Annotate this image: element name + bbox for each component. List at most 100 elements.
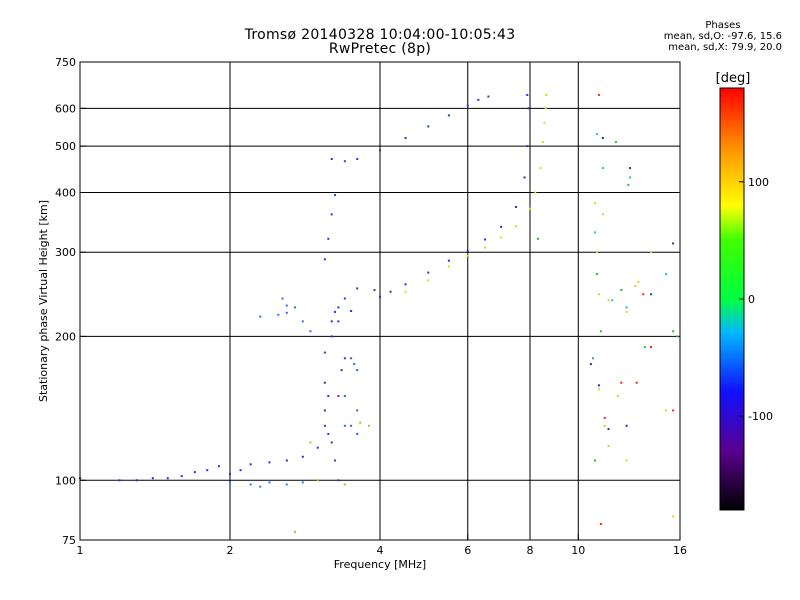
data-point <box>316 446 319 449</box>
data-point <box>593 459 596 462</box>
data-point <box>543 121 546 124</box>
data-point <box>534 191 537 194</box>
data-point <box>642 293 645 296</box>
data-point <box>301 481 304 484</box>
data-point <box>539 167 542 170</box>
data-point <box>356 432 359 435</box>
data-point <box>356 369 359 372</box>
data-point <box>166 477 169 480</box>
data-point <box>379 295 381 298</box>
phases-summary: Phases mean, sd,O: -97.6, 15.6 mean, sd,… <box>664 20 782 53</box>
data-point <box>350 357 353 360</box>
data-point <box>373 289 376 292</box>
data-point <box>334 310 337 313</box>
data-point <box>356 409 359 412</box>
colorbar-unit: [deg] <box>716 71 751 86</box>
data-point <box>427 279 430 282</box>
data-point <box>330 158 333 161</box>
data-point <box>526 145 529 148</box>
y-axis-label: Stationary phase Virtual Height [km] <box>37 200 50 402</box>
data-point <box>301 320 304 323</box>
data-point <box>316 479 319 482</box>
data-point <box>542 141 545 144</box>
data-point <box>330 441 333 444</box>
data-point <box>466 254 469 257</box>
data-point <box>277 313 280 316</box>
data-point <box>597 93 600 96</box>
data-point <box>404 137 407 140</box>
data-point <box>217 465 220 468</box>
data-point <box>337 395 340 398</box>
data-point <box>536 237 539 240</box>
data-point <box>603 424 606 427</box>
data-point <box>672 409 675 412</box>
data-point <box>515 206 518 209</box>
data-point <box>334 194 337 197</box>
axis-ticks: 1 2 4 6 8 10 16 75 100 200 300 400 500 600 750 <box>55 56 687 557</box>
phases-heading: Phases <box>705 20 741 31</box>
data-point <box>327 395 330 398</box>
grid-lines <box>80 62 680 540</box>
data-point <box>151 477 154 480</box>
data-point <box>515 225 518 228</box>
data-point <box>672 242 675 245</box>
x-tick-label: 6 <box>464 544 471 557</box>
data-point <box>249 483 252 486</box>
data-point <box>350 310 353 313</box>
data-point <box>676 335 679 338</box>
data-point <box>285 311 288 314</box>
data-point <box>603 416 606 419</box>
data-point <box>487 95 490 98</box>
data-point <box>301 455 304 458</box>
data-points <box>79 93 679 533</box>
data-point <box>607 428 610 431</box>
y-tick-label: 500 <box>55 140 76 153</box>
data-point <box>672 330 675 333</box>
data-point <box>379 149 381 152</box>
data-point <box>259 485 262 488</box>
data-point <box>323 258 326 261</box>
data-point <box>611 299 614 302</box>
x-axis-label: Frequency [MHz] <box>334 558 426 571</box>
data-point <box>637 280 640 283</box>
data-point <box>206 469 209 472</box>
y-tick-label: 100 <box>55 474 76 487</box>
data-point <box>343 424 346 427</box>
data-point <box>597 384 600 387</box>
data-point <box>500 236 503 239</box>
data-point <box>356 287 359 290</box>
data-point <box>529 207 531 210</box>
data-point <box>601 167 604 170</box>
data-point <box>427 125 430 128</box>
data-point <box>650 293 653 296</box>
y-tick-label: 750 <box>55 56 76 69</box>
data-point <box>500 225 503 228</box>
colorbar-tick-label: 0 <box>748 293 755 306</box>
chart-title: Tromsø 20140328 10:04:00-10:05:43 <box>244 27 516 43</box>
data-point <box>309 330 312 333</box>
data-point <box>323 351 326 354</box>
data-point <box>625 459 628 462</box>
data-point <box>343 395 346 398</box>
data-point <box>268 481 271 484</box>
data-point <box>343 357 346 360</box>
data-point <box>293 530 296 533</box>
y-tick-label: 300 <box>55 246 76 259</box>
x-tick-label: 8 <box>527 544 534 557</box>
data-point <box>614 141 617 144</box>
data-point <box>337 306 340 309</box>
colorbar-tick-label: 100 <box>748 176 769 189</box>
data-point <box>343 297 346 300</box>
x-tick-label: 4 <box>377 544 384 557</box>
data-point <box>597 388 600 391</box>
data-point <box>239 469 242 472</box>
data-point <box>268 461 271 464</box>
data-point <box>334 459 337 462</box>
data-point <box>589 363 592 366</box>
data-point <box>625 424 628 427</box>
data-point <box>193 471 196 474</box>
data-point <box>343 483 346 486</box>
data-point <box>285 304 288 307</box>
data-point <box>337 320 340 323</box>
